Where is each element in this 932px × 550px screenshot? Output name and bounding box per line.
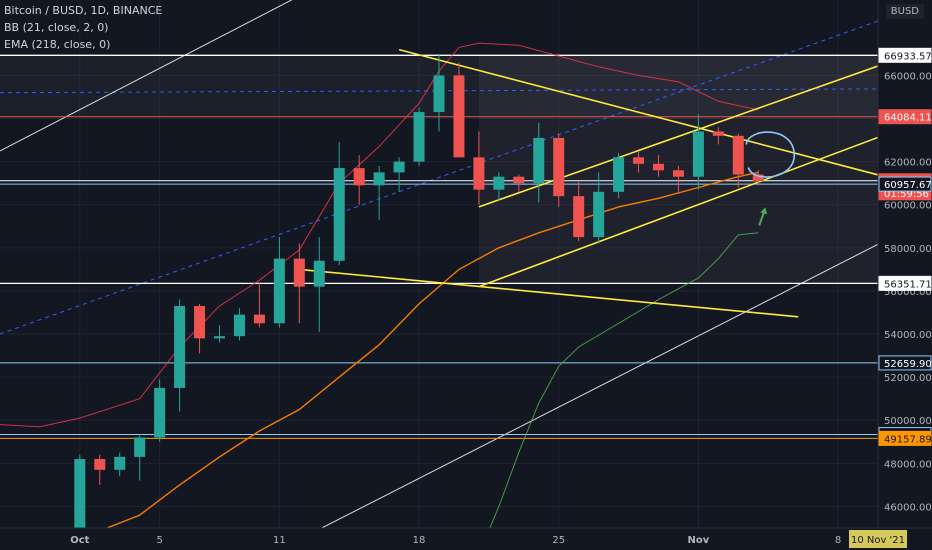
- price-tick-label: 54000.00: [884, 330, 932, 341]
- candle[interactable]: [154, 387, 166, 438]
- bb-indicator-label[interactable]: BB (21, close, 2, 0): [4, 21, 109, 34]
- candle[interactable]: [373, 172, 385, 186]
- candle[interactable]: [513, 176, 525, 184]
- bb-upper-band: [0, 42, 759, 428]
- candle[interactable]: [732, 135, 744, 175]
- candle[interactable]: [473, 157, 485, 190]
- time-tick-label: 8: [835, 535, 841, 546]
- price-tick-label: 46000.00: [884, 502, 932, 513]
- price-level-label-box[interactable]: [878, 47, 932, 63]
- price-tick-label: 58000.00: [884, 244, 932, 255]
- candle[interactable]: [672, 170, 684, 177]
- candle[interactable]: [233, 314, 245, 337]
- candle[interactable]: [313, 260, 325, 287]
- candle[interactable]: [353, 168, 365, 186]
- candle[interactable]: [413, 112, 425, 162]
- candle[interactable]: [633, 157, 645, 164]
- dashed-trend-line: [0, 1, 932, 335]
- price-tick-label: 62000.00: [884, 158, 932, 169]
- price-level-label-box[interactable]: [878, 176, 932, 192]
- candle[interactable]: [94, 459, 106, 470]
- time-tick-label: 18: [413, 535, 426, 546]
- candle[interactable]: [194, 306, 206, 339]
- candle[interactable]: [712, 131, 724, 136]
- price-tick-label: 66000.00: [884, 71, 932, 82]
- time-axis[interactable]: [0, 528, 932, 550]
- candle[interactable]: [533, 137, 545, 184]
- time-tick-label: 11: [273, 535, 286, 546]
- price-tick-label: 48000.00: [884, 459, 932, 470]
- price-tick-label: 52000.00: [884, 373, 932, 384]
- candle[interactable]: [752, 174, 764, 182]
- price-level-label: 64084.11: [884, 113, 932, 124]
- ema-indicator-label[interactable]: EMA (218, close, 0): [4, 38, 111, 51]
- price-level-label-box[interactable]: [878, 275, 932, 291]
- candle[interactable]: [613, 157, 625, 192]
- candle[interactable]: [692, 131, 704, 177]
- price-level-label: 56351.71: [884, 279, 932, 290]
- candle[interactable]: [333, 168, 345, 261]
- candle[interactable]: [134, 437, 146, 457]
- price-level-label-box[interactable]: [878, 109, 932, 125]
- candle[interactable]: [253, 314, 265, 324]
- price-level-label-box[interactable]: [878, 430, 932, 446]
- candle[interactable]: [114, 456, 126, 470]
- annotation-arrow: [758, 211, 766, 226]
- bb-basis-line: [79, 171, 759, 540]
- candle[interactable]: [433, 75, 445, 113]
- trend-line: [398, 48, 919, 187]
- price-tick-label: 60000.00: [884, 201, 932, 212]
- price-axis[interactable]: [878, 0, 932, 550]
- candle[interactable]: [593, 191, 605, 238]
- candle[interactable]: [553, 137, 565, 197]
- currency-label[interactable]: BUSD: [885, 4, 924, 19]
- price-level-label: 49157.89: [884, 434, 932, 445]
- trend-line: [299, 268, 799, 318]
- annotation-arrow-head: [760, 207, 768, 215]
- chart-title: Bitcoin / BUSD, 1D, BINANCE: [4, 4, 163, 17]
- bb-lower-band: [479, 232, 759, 550]
- time-tick-label: Oct: [70, 535, 89, 546]
- candle[interactable]: [453, 75, 465, 158]
- candle[interactable]: [293, 258, 305, 287]
- time-tick-label: 25: [552, 535, 565, 546]
- candle[interactable]: [653, 163, 664, 171]
- time-tick-label: 5: [156, 535, 162, 546]
- countdown-label: 01:59:56: [884, 189, 929, 200]
- price-level-label: 52659.90: [884, 359, 932, 370]
- annotation-circle: [745, 131, 796, 178]
- channel-line: [0, 0, 293, 152]
- price-level-label: 66933.57: [884, 51, 932, 62]
- price-tick-label: 50000.00: [884, 416, 932, 427]
- time-tick-label: Nov: [688, 535, 710, 546]
- price-level-label-box[interactable]: [878, 355, 932, 371]
- candle[interactable]: [493, 176, 505, 190]
- price-tick-label: 56000.00: [884, 287, 932, 298]
- crosshair-date-label: 10 Nov '21: [851, 535, 905, 546]
- dashed-trend-line: [0, 88, 932, 94]
- candle[interactable]: [273, 258, 285, 324]
- crosshair-date-box: [849, 530, 907, 548]
- price-level-label: 60957.67: [884, 180, 932, 191]
- candle[interactable]: [573, 196, 585, 238]
- candle[interactable]: [214, 336, 225, 339]
- candle[interactable]: [74, 459, 86, 550]
- candle[interactable]: [174, 306, 186, 388]
- candle[interactable]: [393, 161, 405, 173]
